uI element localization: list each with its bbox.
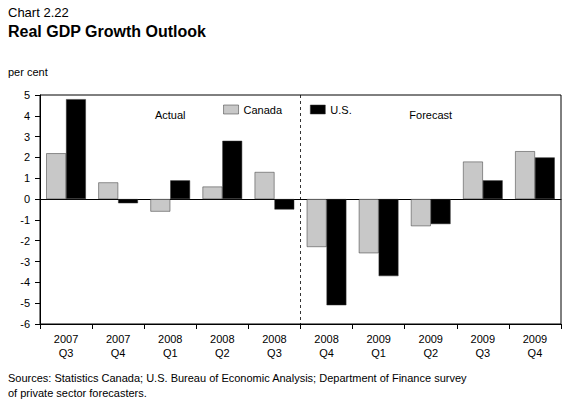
svg-text:2: 2 — [24, 151, 30, 163]
svg-text:Q3: Q3 — [59, 347, 74, 359]
svg-text:0: 0 — [24, 193, 30, 205]
svg-text:2007: 2007 — [54, 333, 78, 345]
svg-text:Real GDP Growth Outlook: Real GDP Growth Outlook — [8, 23, 206, 40]
svg-text:2008: 2008 — [314, 333, 338, 345]
svg-text:Canada: Canada — [244, 104, 283, 116]
svg-text:Q1: Q1 — [371, 347, 386, 359]
svg-text:2007: 2007 — [106, 333, 130, 345]
svg-text:Q4: Q4 — [111, 347, 126, 359]
svg-text:3: 3 — [24, 131, 30, 143]
svg-text:Forecast: Forecast — [409, 109, 452, 121]
svg-text:-5: -5 — [20, 297, 30, 309]
svg-text:-3: -3 — [20, 256, 30, 268]
svg-text:2009: 2009 — [366, 333, 390, 345]
svg-text:U.S.: U.S. — [330, 104, 351, 116]
svg-text:of private sector forecasters.: of private sector forecasters. — [8, 387, 147, 399]
svg-text:4: 4 — [24, 110, 30, 122]
svg-text:Q4: Q4 — [319, 347, 334, 359]
svg-text:Q3: Q3 — [476, 347, 491, 359]
svg-text:Q2: Q2 — [215, 347, 230, 359]
svg-text:-2: -2 — [20, 235, 30, 247]
svg-text:Q4: Q4 — [528, 347, 543, 359]
svg-text:Sources: Statistics Canada; U.: Sources: Statistics Canada; U.S. Bureau … — [8, 372, 467, 384]
svg-text:2009: 2009 — [419, 333, 443, 345]
svg-text:2009: 2009 — [523, 333, 547, 345]
svg-text:Actual: Actual — [155, 109, 186, 121]
svg-text:1: 1 — [24, 172, 30, 184]
svg-text:-1: -1 — [20, 214, 30, 226]
svg-text:2008: 2008 — [158, 333, 182, 345]
svg-text:Q1: Q1 — [163, 347, 178, 359]
svg-text:-6: -6 — [20, 318, 30, 330]
svg-text:Q3: Q3 — [267, 347, 282, 359]
svg-text:-4: -4 — [20, 276, 30, 288]
svg-text:per cent: per cent — [8, 66, 48, 78]
svg-text:Chart 2.22: Chart 2.22 — [8, 5, 69, 20]
svg-text:Q2: Q2 — [423, 347, 438, 359]
svg-text:2008: 2008 — [262, 333, 286, 345]
svg-text:2009: 2009 — [471, 333, 495, 345]
svg-text:5: 5 — [24, 89, 30, 101]
svg-text:2008: 2008 — [210, 333, 234, 345]
